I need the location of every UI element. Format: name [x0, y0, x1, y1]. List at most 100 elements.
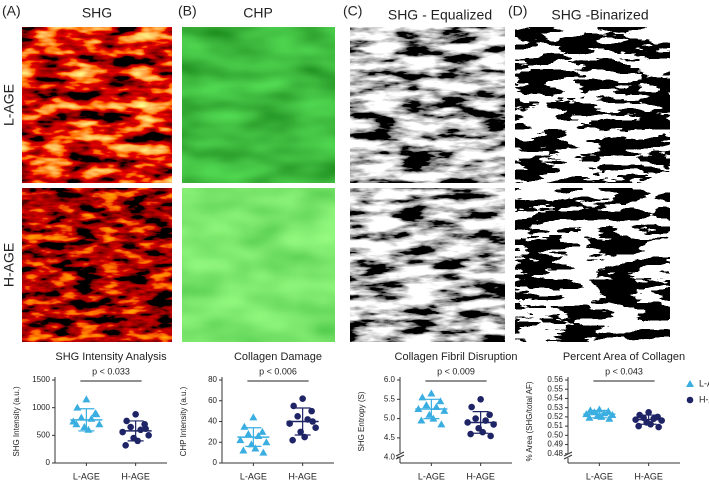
- x-tick-label: H-AGE: [121, 471, 150, 481]
- data-point: [468, 403, 475, 411]
- y-tick-label: 40: [208, 417, 217, 426]
- shg-image: [22, 188, 172, 342]
- y-axis-label: SHG Entropy (S): [357, 391, 366, 451]
- y-tick-label: 4.0: [384, 452, 396, 461]
- row-label: H-AGE: [1, 243, 17, 287]
- data-point: [658, 417, 665, 424]
- equalized-image: [350, 27, 505, 183]
- data-point: [440, 406, 449, 414]
- chart-title: Percent Area of Collagen: [563, 351, 685, 363]
- row-label: L-AGE: [1, 84, 17, 126]
- y-tick-label: 1000: [32, 403, 50, 412]
- axis-break: [563, 453, 573, 458]
- data-point: [436, 397, 445, 405]
- data-point: [418, 393, 427, 401]
- chp-image: [182, 188, 335, 342]
- data-point: [586, 406, 595, 414]
- data-point: [585, 413, 594, 421]
- panel-title: SHG - Equalized: [388, 7, 492, 23]
- data-point: [605, 414, 614, 422]
- data-point: [145, 432, 152, 439]
- legend-marker: [686, 396, 694, 404]
- data-point: [417, 416, 426, 424]
- chart-title: Collagen Fibril Disruption: [395, 351, 518, 363]
- x-tick-label: H-AGE: [466, 471, 495, 481]
- y-tick-label: 0.50: [547, 430, 563, 439]
- panel-title: SHG -Binarized: [551, 7, 648, 23]
- data-point: [655, 423, 662, 431]
- data-point: [119, 428, 126, 436]
- data-point: [240, 422, 249, 430]
- y-axis-label: SHG Intensity (a.u.): [12, 386, 21, 457]
- data-point: [236, 436, 245, 444]
- panel-title: SHG: [82, 5, 112, 21]
- x-tick-label: L-AGE: [418, 471, 445, 481]
- significance-label: p < 0.033: [92, 366, 130, 376]
- data-point: [312, 424, 319, 432]
- shg-image: [22, 27, 172, 183]
- data-point: [239, 446, 248, 454]
- panel-letter: (A): [2, 3, 21, 19]
- y-tick-label: 60: [208, 396, 217, 405]
- x-tick-label: L-AGE: [240, 471, 267, 481]
- data-point: [82, 395, 91, 403]
- data-point: [289, 436, 296, 444]
- y-tick-label: 0.52: [547, 412, 563, 421]
- data-point: [294, 413, 301, 420]
- significance-label: p < 0.009: [437, 366, 475, 376]
- data-point: [467, 430, 474, 438]
- y-axis-label: CHP Intensity (a.u.): [179, 386, 188, 456]
- axis-break: [395, 453, 405, 458]
- data-point: [123, 417, 130, 425]
- data-point: [486, 411, 493, 419]
- significance-label: p < 0.043: [605, 366, 643, 376]
- y-tick-label: 20: [208, 437, 217, 446]
- panel-title: CHP: [243, 5, 273, 21]
- y-tick-label: 0.55: [547, 384, 563, 393]
- x-tick-label: H-AGE: [634, 471, 663, 481]
- y-tick-label: 0.48: [547, 449, 563, 458]
- data-point: [259, 448, 268, 456]
- data-point: [249, 413, 258, 421]
- data-point: [635, 422, 642, 430]
- binarized-image: [515, 27, 670, 183]
- axis-break: [395, 451, 405, 457]
- data-point: [477, 396, 484, 403]
- data-point: [427, 389, 436, 397]
- y-tick-label: 5.5: [384, 394, 396, 403]
- y-tick-label: 6.0: [384, 375, 396, 384]
- y-tick-label: 5.0: [384, 414, 396, 423]
- significance-label: p < 0.006: [259, 366, 297, 376]
- chp-image: [182, 27, 335, 183]
- legend-marker: [686, 380, 694, 387]
- data-point: [308, 407, 315, 415]
- x-tick-label: L-AGE: [73, 471, 100, 481]
- y-tick-label: 4.5: [384, 433, 396, 442]
- y-tick-label: 80: [208, 375, 217, 384]
- y-tick-label: 0.54: [547, 394, 563, 403]
- x-tick-label: H-AGE: [288, 471, 317, 481]
- data-point: [73, 403, 82, 411]
- images: [22, 27, 670, 342]
- panel-letter: (C): [343, 3, 362, 19]
- data-point: [122, 441, 129, 449]
- data-point: [72, 420, 81, 428]
- y-tick-label: 0.53: [547, 403, 563, 412]
- data-point: [437, 420, 446, 428]
- y-tick-label: 0: [46, 458, 51, 467]
- binarized-image: [515, 188, 670, 342]
- chart-title: Collagen Damage: [234, 351, 322, 363]
- data-point: [132, 411, 139, 418]
- y-tick-label: 0: [213, 458, 218, 467]
- data-point: [77, 413, 86, 421]
- y-tick-label: 1500: [32, 375, 50, 384]
- panel-letter: (B): [178, 3, 197, 19]
- legend-label: L-AGE: [699, 378, 709, 388]
- axis-break: [563, 454, 573, 460]
- equalized-image: [350, 188, 505, 342]
- data-point: [645, 408, 652, 416]
- data-point: [92, 410, 101, 418]
- data-point: [472, 415, 479, 422]
- data-point: [299, 395, 306, 402]
